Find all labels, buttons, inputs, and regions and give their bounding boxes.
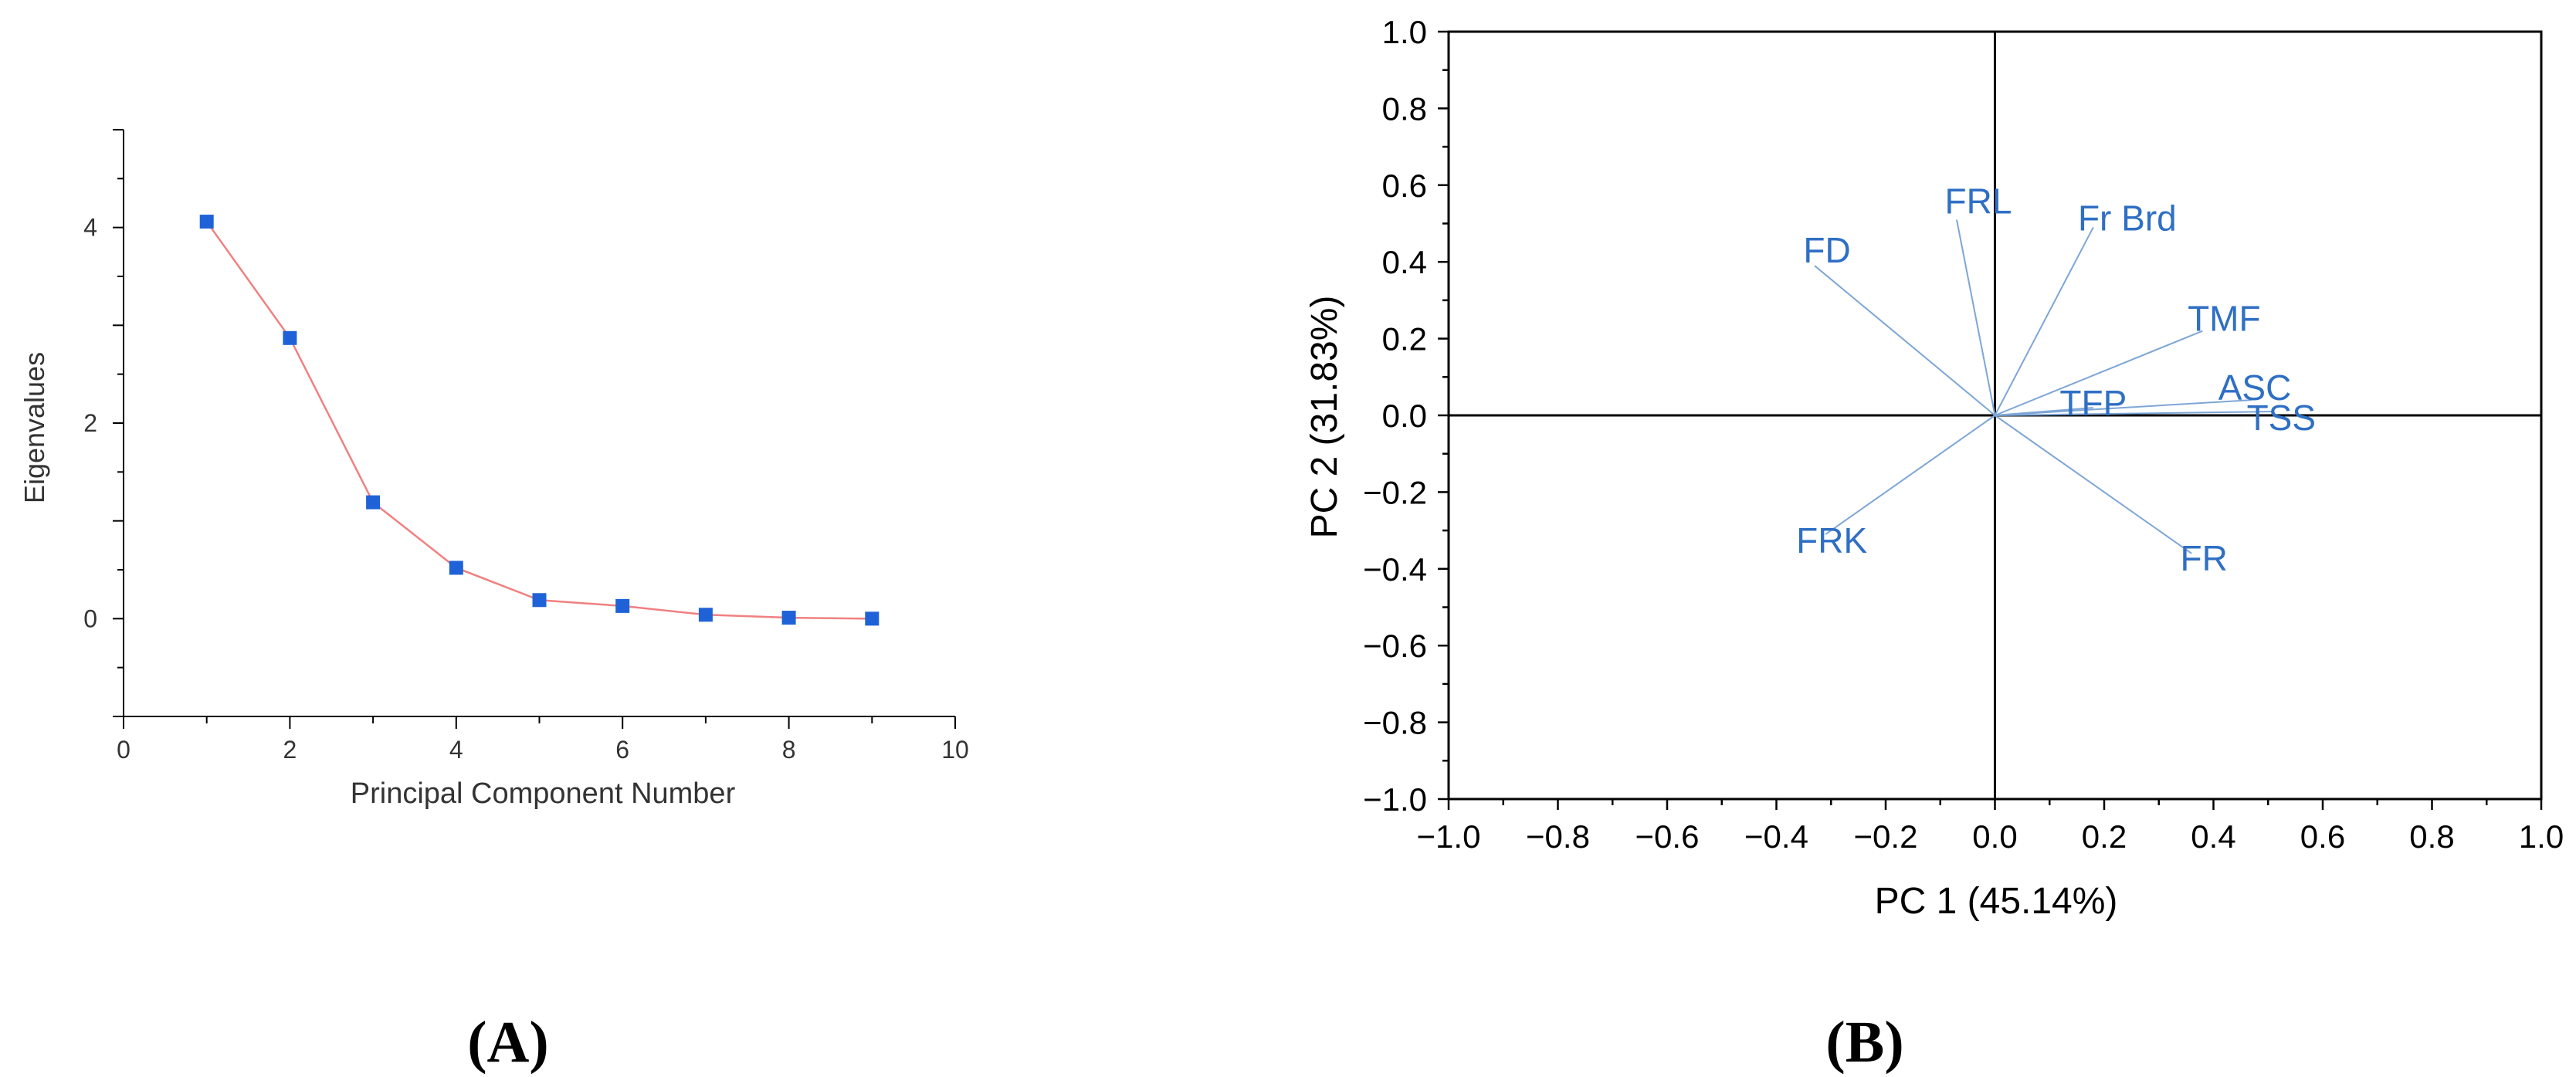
loading-y-tick-label: −0.8 — [1363, 705, 1427, 741]
scree-x-tick-label: 0 — [117, 736, 130, 764]
scree-y-tick-label: 0 — [83, 605, 97, 632]
loading-vector — [1995, 411, 2274, 416]
loading-x-tick-label: −1.0 — [1417, 818, 1481, 855]
scree-plot: 0 2 4 6 8 10 0 2 4 Principal Component Number Ei… — [19, 129, 969, 810]
loading-x-tick-label: 0.4 — [2191, 818, 2235, 855]
scree-line — [205, 221, 873, 620]
loading-x-tick-label: 0.2 — [2082, 818, 2127, 855]
loading-y-tick-label: −1.0 — [1363, 781, 1427, 818]
loading-y-tick-label: −0.2 — [1363, 474, 1427, 510]
loading-y-tick-label: 0.6 — [1382, 168, 1427, 204]
loading-ticks: −1.0 −0.8 −0.6 −0.4 −0.2 0.0 0.2 0.4 0.6 0.8 1.0 −1… — [1363, 14, 2564, 855]
loading-x-tick-label: −0.4 — [1744, 818, 1808, 855]
scree-y-tick-label: 4 — [83, 214, 97, 242]
panel-label-b: (B) — [1825, 1010, 1903, 1075]
loading-x-tick-label: 0.0 — [1972, 818, 2017, 855]
scree-point — [283, 330, 297, 345]
scree-points — [199, 215, 880, 626]
scree-x-tick-label: 6 — [615, 736, 629, 764]
scree-x-tick-label: 4 — [449, 736, 463, 764]
loading-vector — [1994, 227, 2094, 416]
loading-x-axis-label: PC 1 (45.14%) — [1875, 881, 2118, 922]
scree-point — [781, 611, 796, 625]
scree-series-line — [205, 221, 873, 620]
loading-x-tick-label: 1.0 — [2519, 818, 2564, 855]
loading-vector — [1994, 415, 2192, 554]
scree-point — [615, 598, 630, 613]
loading-y-tick-label: 1.0 — [1382, 14, 1427, 50]
loading-vector-label: TMF — [2188, 299, 2261, 339]
loading-y-tick-label: 0.4 — [1382, 244, 1427, 280]
scree-point — [449, 561, 463, 575]
scree-x-axis-label: Principal Component Number — [351, 777, 736, 810]
loading-vector-label: TSS — [2247, 398, 2316, 438]
loading-vector-label: FRK — [1796, 520, 1867, 561]
loading-x-tick-label: −0.2 — [1854, 818, 1918, 855]
scree-point — [366, 495, 381, 510]
scree-y-axis-label: Eigenvalues — [19, 352, 50, 503]
loading-x-tick-label: −0.8 — [1526, 818, 1590, 855]
loading-vector — [1995, 330, 2203, 416]
scree-point — [865, 611, 880, 626]
scree-ticks: 0 2 4 6 8 10 0 2 4 — [83, 129, 969, 764]
loading-vector-label: Fr Brd — [2078, 198, 2177, 238]
scree-point — [199, 215, 214, 229]
scree-point — [698, 608, 713, 622]
loading-x-tick-label: 0.8 — [2409, 818, 2454, 855]
loading-vector-label: FD — [1803, 230, 1850, 270]
loading-vector — [1825, 415, 1996, 535]
loading-y-tick-label: 0.2 — [1382, 321, 1427, 357]
loading-vector-label: FR — [2181, 538, 2228, 578]
loading-y-axis-label: PC 2 (31.83%) — [1304, 296, 1345, 539]
loading-x-tick-label: −0.6 — [1635, 818, 1700, 855]
loading-vector — [1995, 399, 2252, 416]
loading-x-tick-label: 0.6 — [2300, 818, 2345, 855]
loading-plot: −1.0 −0.8 −0.6 −0.4 −0.2 0.0 0.2 0.4 0.6 0.8 1.0 −1… — [1304, 14, 2564, 922]
loading-y-tick-label: 0.8 — [1382, 90, 1427, 127]
scree-x-tick-label: 10 — [941, 736, 969, 764]
loading-vector — [1955, 219, 1996, 416]
loading-y-tick-label: 0.0 — [1382, 398, 1427, 434]
loading-vector — [1814, 265, 1996, 416]
loading-y-tick-label: −0.4 — [1363, 551, 1427, 588]
loading-vector-label: FRL — [1945, 181, 2012, 222]
loading-vector-label: TFP — [2059, 383, 2127, 423]
loading-vector-label: ASC — [2218, 367, 2292, 408]
scree-point — [532, 593, 547, 608]
loading-y-tick-label: −0.6 — [1363, 628, 1427, 664]
panel-label-a: (A) — [467, 1010, 549, 1075]
scree-x-tick-label: 8 — [782, 736, 796, 764]
scree-y-tick-label: 2 — [83, 409, 97, 437]
scree-x-tick-label: 2 — [283, 736, 297, 764]
loading-vectors — [1814, 219, 2274, 554]
